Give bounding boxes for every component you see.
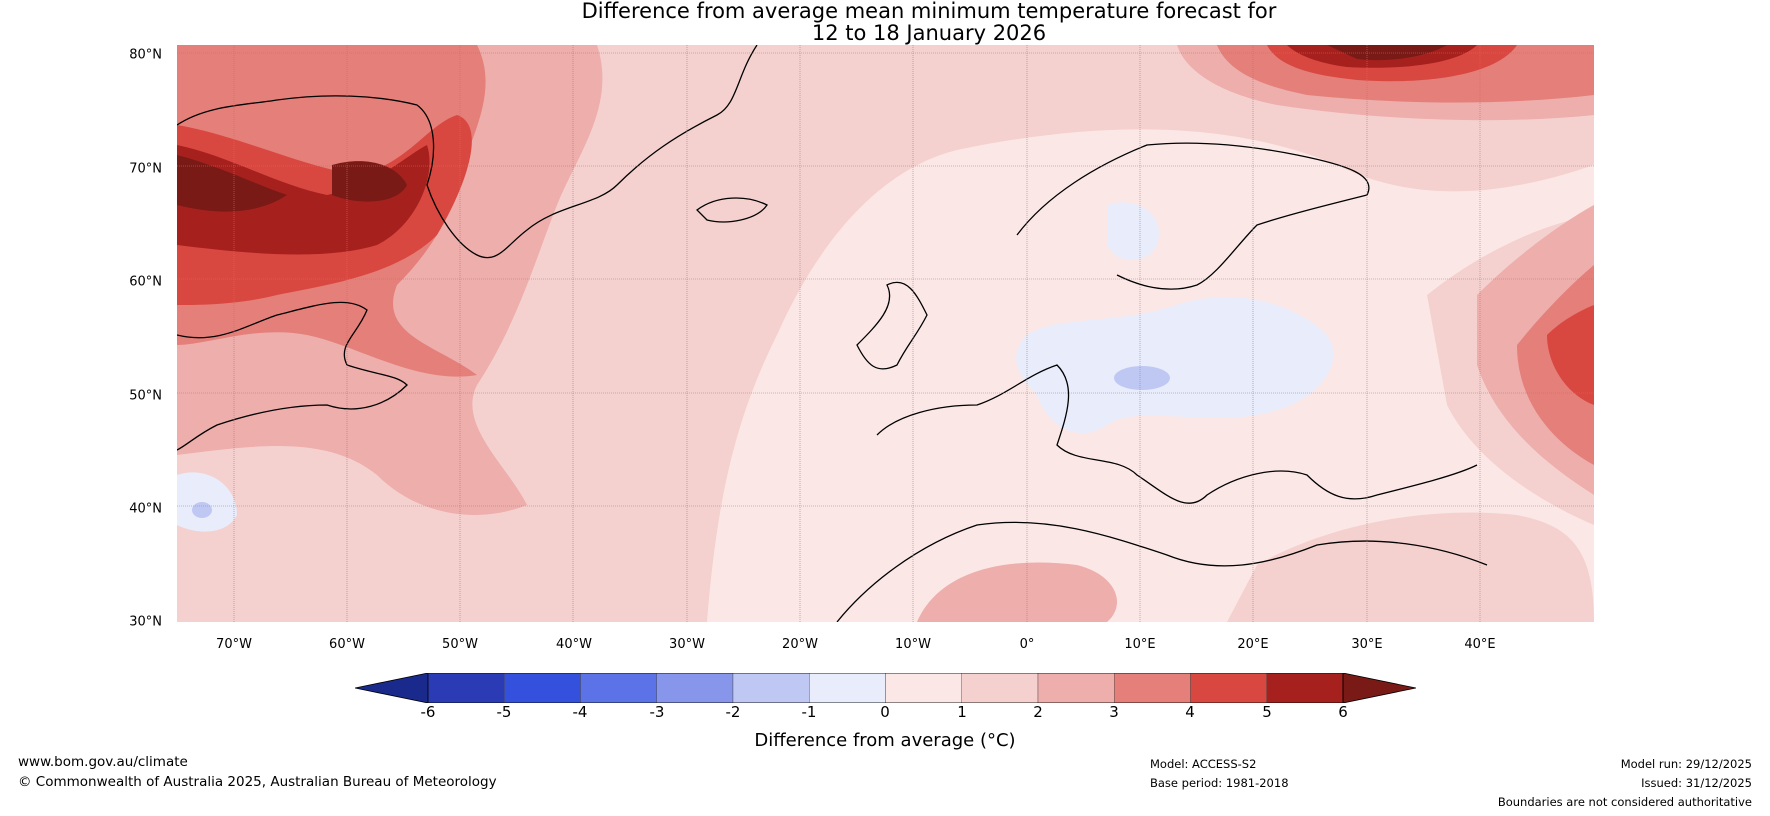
north-america-coast bbox=[177, 301, 408, 451]
colorbar-tick: -1 bbox=[801, 703, 817, 721]
colorbar-bin bbox=[427, 673, 505, 703]
colorbar-bin bbox=[961, 673, 1039, 703]
lon-label-40e: 40°E bbox=[1464, 637, 1496, 652]
lat-label-30n: 30°N bbox=[129, 614, 162, 630]
colorbar-bin bbox=[1037, 673, 1115, 703]
coastlines bbox=[177, 45, 1488, 622]
lat-label-40n: 40°N bbox=[129, 501, 162, 517]
colorbar-label: Difference from average (°C) bbox=[754, 730, 1016, 751]
graticule bbox=[177, 45, 1594, 622]
base-period: Base period: 1981-2018 bbox=[1150, 776, 1289, 790]
colorbar-bin bbox=[1114, 673, 1191, 703]
lon-label-50w: 50°W bbox=[442, 637, 478, 652]
colorbar-bin bbox=[656, 673, 734, 703]
colorbar-bin bbox=[580, 673, 657, 703]
southern-europe-coast bbox=[876, 364, 1478, 504]
anomaly-field-minus2-minus1-germany bbox=[1114, 366, 1170, 390]
anomaly-field-5-6-greenland bbox=[177, 145, 430, 255]
colorbar-tick: 3 bbox=[1109, 703, 1119, 721]
boundaries-disclaimer: Boundaries are not considered authoritat… bbox=[1497, 795, 1752, 809]
colorbar-tick: -4 bbox=[572, 703, 588, 721]
lon-label-40w: 40°W bbox=[556, 637, 592, 652]
colorbar-bin bbox=[1266, 673, 1344, 703]
anomaly-field-above-6-svalbard bbox=[1327, 45, 1447, 61]
anomaly-field-4-5-russia bbox=[1547, 305, 1594, 405]
colorbar bbox=[355, 673, 1416, 703]
lon-label-30e: 30°E bbox=[1351, 637, 1383, 652]
copyright-text: © Commonwealth of Australia 2025, Austra… bbox=[18, 774, 497, 790]
anomaly-field-minus2-minus1-atlantic bbox=[192, 502, 212, 518]
temperature-anomaly-map bbox=[177, 45, 1594, 622]
greenland-coast bbox=[177, 45, 758, 259]
lat-label-70n: 70°N bbox=[129, 161, 162, 177]
colorbar-tick: -5 bbox=[496, 703, 512, 721]
lon-label-0: 0° bbox=[1019, 637, 1035, 652]
anomaly-field-above-6-greenland-east bbox=[332, 161, 407, 202]
anomaly-field-minus1-0-norway bbox=[1107, 202, 1159, 260]
model-run-date: Model run: 29/12/2025 bbox=[1620, 757, 1752, 771]
title-line-2: 12 to 18 January 2026 bbox=[811, 21, 1047, 45]
anomaly-field-above-6-greenland-west bbox=[177, 155, 287, 212]
colorbar-bins bbox=[427, 673, 1344, 703]
colorbar-tick: 5 bbox=[1262, 703, 1272, 721]
colorbar-tick: 1 bbox=[957, 703, 967, 721]
map-title: Difference from average mean minimum tem… bbox=[0, 0, 1770, 44]
anomaly-field-minus1-0-europe bbox=[1016, 296, 1334, 434]
website-link[interactable]: www.bom.gov.au/climate bbox=[18, 754, 188, 770]
iceland-coast bbox=[696, 197, 768, 223]
lat-label-80n: 80°N bbox=[129, 47, 162, 63]
lon-label-10e: 10°E bbox=[1124, 637, 1156, 652]
colorbar-tick: 2 bbox=[1033, 703, 1043, 721]
lon-label-30w: 30°W bbox=[669, 637, 705, 652]
lon-label-20w: 20°W bbox=[782, 637, 818, 652]
colorbar-bin bbox=[504, 673, 581, 703]
anomaly-field-minus1-0-us-coast bbox=[177, 472, 237, 532]
colorbar-bin bbox=[1190, 673, 1267, 703]
colorbar-bin bbox=[885, 673, 962, 703]
anomaly-field-1-2-mediterranean bbox=[1227, 512, 1594, 622]
british-isles-coast bbox=[856, 281, 928, 370]
lon-label-60w: 60°W bbox=[329, 637, 365, 652]
colorbar-bin bbox=[809, 673, 886, 703]
colorbar-tick: 6 bbox=[1338, 703, 1348, 721]
anomaly-field-2-3-africa bbox=[917, 562, 1117, 622]
lat-label-60n: 60°N bbox=[129, 274, 162, 290]
colorbar-frame bbox=[427, 673, 1344, 703]
map-canvas bbox=[177, 45, 1594, 622]
colorbar-below-extension bbox=[355, 673, 429, 703]
colorbar-tick: 0 bbox=[880, 703, 890, 721]
scandinavia-coast bbox=[1016, 142, 1370, 290]
north-africa-coast bbox=[836, 521, 1488, 622]
colorbar-tick: -3 bbox=[649, 703, 665, 721]
colorbar-tick: 4 bbox=[1185, 703, 1195, 721]
colorbar-bin bbox=[732, 673, 810, 703]
lat-label-50n: 50°N bbox=[129, 388, 162, 404]
colorbar-tick: -2 bbox=[725, 703, 741, 721]
colorbar-tick: -6 bbox=[420, 703, 436, 721]
title-line-1: Difference from average mean minimum tem… bbox=[581, 0, 1277, 23]
lon-label-70w: 70°W bbox=[216, 637, 252, 652]
colorbar-above-extension bbox=[1342, 673, 1416, 703]
lon-label-20e: 20°E bbox=[1237, 637, 1269, 652]
issued-date: Issued: 31/12/2025 bbox=[1641, 776, 1752, 790]
lon-label-10w: 10°W bbox=[895, 637, 931, 652]
model-name: Model: ACCESS-S2 bbox=[1150, 757, 1257, 771]
